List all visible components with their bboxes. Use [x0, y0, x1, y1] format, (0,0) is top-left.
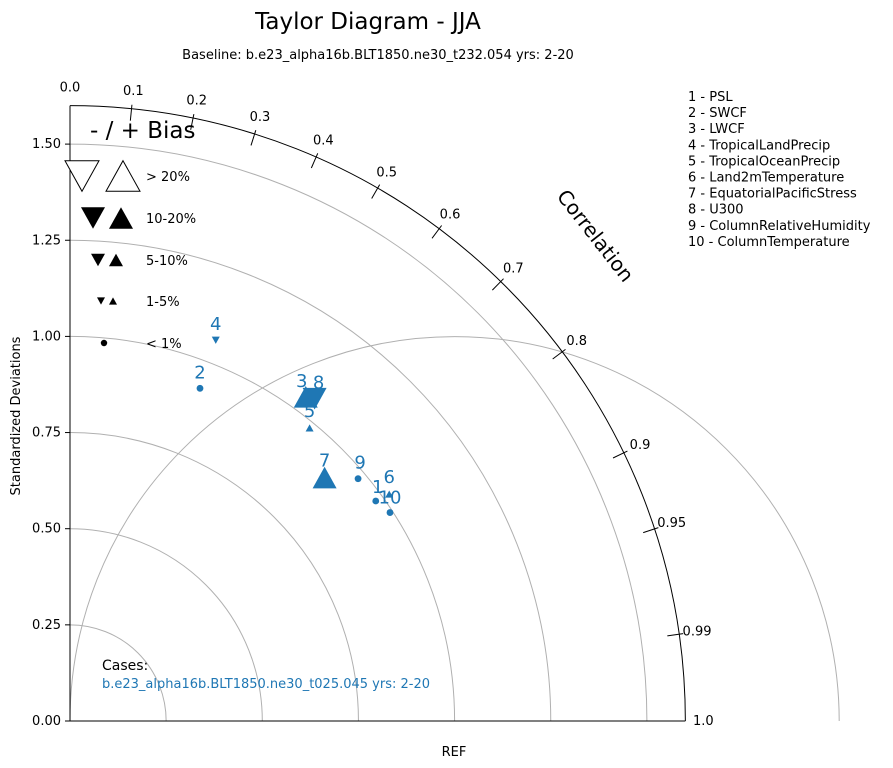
bias-legend-negative-marker [64, 160, 100, 193]
std-circle [69, 335, 456, 722]
y-axis-label: Standardized Deviations [9, 336, 24, 495]
bias-legend-label: < 1% [146, 337, 182, 352]
correlation-tick-label: 0.2 [186, 93, 207, 108]
variable-legend-item: 7 - EquatorialPacificStress [688, 187, 857, 202]
data-point-marker [211, 336, 220, 344]
chart-subtitle: Baseline: b.e23_alpha16b.BLT1850.ne30_t2… [182, 48, 574, 63]
bias-legend-label: 1-5% [146, 295, 180, 310]
bias-legend-label: 5-10% [146, 254, 188, 269]
data-point-marker [385, 490, 394, 498]
variable-legend-item: 1 - PSL [688, 90, 733, 105]
data-point-marker [386, 509, 394, 516]
data-point-marker [302, 387, 327, 410]
data-point-label: 8 [313, 373, 324, 394]
x-axis-label: REF [442, 745, 467, 760]
bias-legend-positive-marker [109, 253, 123, 267]
data-point-label: 7 [319, 451, 330, 472]
correlation-arc [69, 105, 686, 722]
data-point-label: 10 [379, 488, 402, 509]
correlation-tick [129, 104, 133, 121]
correlation-tick-label: 0.95 [657, 516, 686, 531]
correlation-tick [612, 450, 628, 459]
data-point-marker [305, 424, 314, 432]
correlation-tick [190, 114, 195, 130]
rms-circle [69, 335, 840, 722]
std-circle [69, 528, 263, 722]
data-point-label: 4 [210, 314, 221, 335]
variable-legend-item: 8 - U300 [688, 203, 744, 218]
y-tick-label: 1.25 [32, 233, 61, 248]
bias-legend-positive-marker [109, 207, 133, 229]
variable-legend-item: 10 - ColumnTemperature [688, 235, 850, 250]
bias-legend-positive-marker [105, 159, 141, 192]
y-tick-label: 1.50 [32, 137, 61, 152]
correlation-tick-label: 0.3 [250, 110, 271, 125]
std-circle [69, 624, 167, 722]
correlation-tick-label: 0.1 [123, 84, 144, 99]
y-tick-label: 0.25 [32, 618, 61, 633]
correlation-tick [667, 633, 684, 637]
correlation-tick-label: 0.7 [503, 262, 524, 277]
correlation-tick-label: 0.99 [683, 625, 712, 640]
correlation-arc-label: Correlation [552, 185, 639, 287]
correlation-tick [491, 278, 504, 291]
data-point-marker [312, 466, 337, 489]
data-point-marker [372, 497, 380, 505]
correlation-tick-label: 0.0 [60, 81, 81, 96]
cases-title: Cases: [102, 658, 148, 674]
correlation-tick-label: 0.8 [566, 334, 587, 349]
std-circle [69, 432, 359, 722]
variable-legend-item: 5 - TropicalOceanPrecip [688, 154, 840, 169]
correlation-tick [431, 225, 443, 239]
data-point-label: 2 [194, 362, 205, 383]
data-point-label: 6 [383, 467, 394, 488]
correlation-tick [310, 153, 319, 169]
variable-legend-item: 2 - SWCF [688, 106, 747, 121]
data-point-label: 1 [372, 477, 383, 498]
data-point-marker [196, 384, 204, 392]
correlation-tick-label: 0.6 [440, 207, 461, 222]
y-tick-label: 0.75 [32, 426, 61, 441]
bias-legend-negative-marker [91, 253, 105, 267]
y-tick-label: 0.50 [32, 522, 61, 537]
correlation-tick-label: 0.4 [313, 134, 334, 149]
variable-legend-item: 3 - LWCF [688, 122, 745, 137]
bias-legend-negative-marker [81, 207, 105, 229]
correlation-tick [643, 527, 659, 534]
bias-legend-dot-marker [100, 339, 108, 347]
bias-legend-label: 10-20% [146, 212, 196, 227]
y-tick-label: 0.00 [32, 714, 61, 729]
y-tick-label: 1.00 [32, 329, 61, 344]
variable-legend-item: 6 - Land2mTemperature [688, 171, 844, 186]
bias-legend-negative-marker [97, 297, 105, 305]
data-point-label: 5 [304, 401, 315, 422]
correlation-tick [250, 130, 257, 146]
bias-legend-positive-marker [109, 297, 117, 305]
bias-legend-title: - / + Bias [90, 118, 196, 144]
std-circle [69, 239, 552, 722]
correlation-tick-label: 0.5 [376, 165, 397, 180]
correlation-tick [552, 348, 566, 360]
correlation-tick [371, 184, 381, 199]
data-point-label: 9 [354, 453, 365, 474]
variable-legend-item: 9 - ColumnRelativeHumidity [688, 219, 871, 234]
bias-legend-label: > 20% [146, 170, 190, 185]
std-circle [69, 143, 648, 722]
chart-title: Taylor Diagram - JJA [254, 9, 481, 35]
case-name: b.e23_alpha16b.BLT1850.ne30_t025.045 yrs… [102, 677, 430, 692]
variable-legend-item: 4 - TropicalLandPrecip [688, 138, 830, 153]
data-point-label: 3 [296, 371, 307, 392]
data-point-marker [354, 475, 362, 483]
correlation-tick-label: 0.9 [630, 438, 651, 453]
correlation-tick-label: 1.0 [693, 714, 714, 729]
